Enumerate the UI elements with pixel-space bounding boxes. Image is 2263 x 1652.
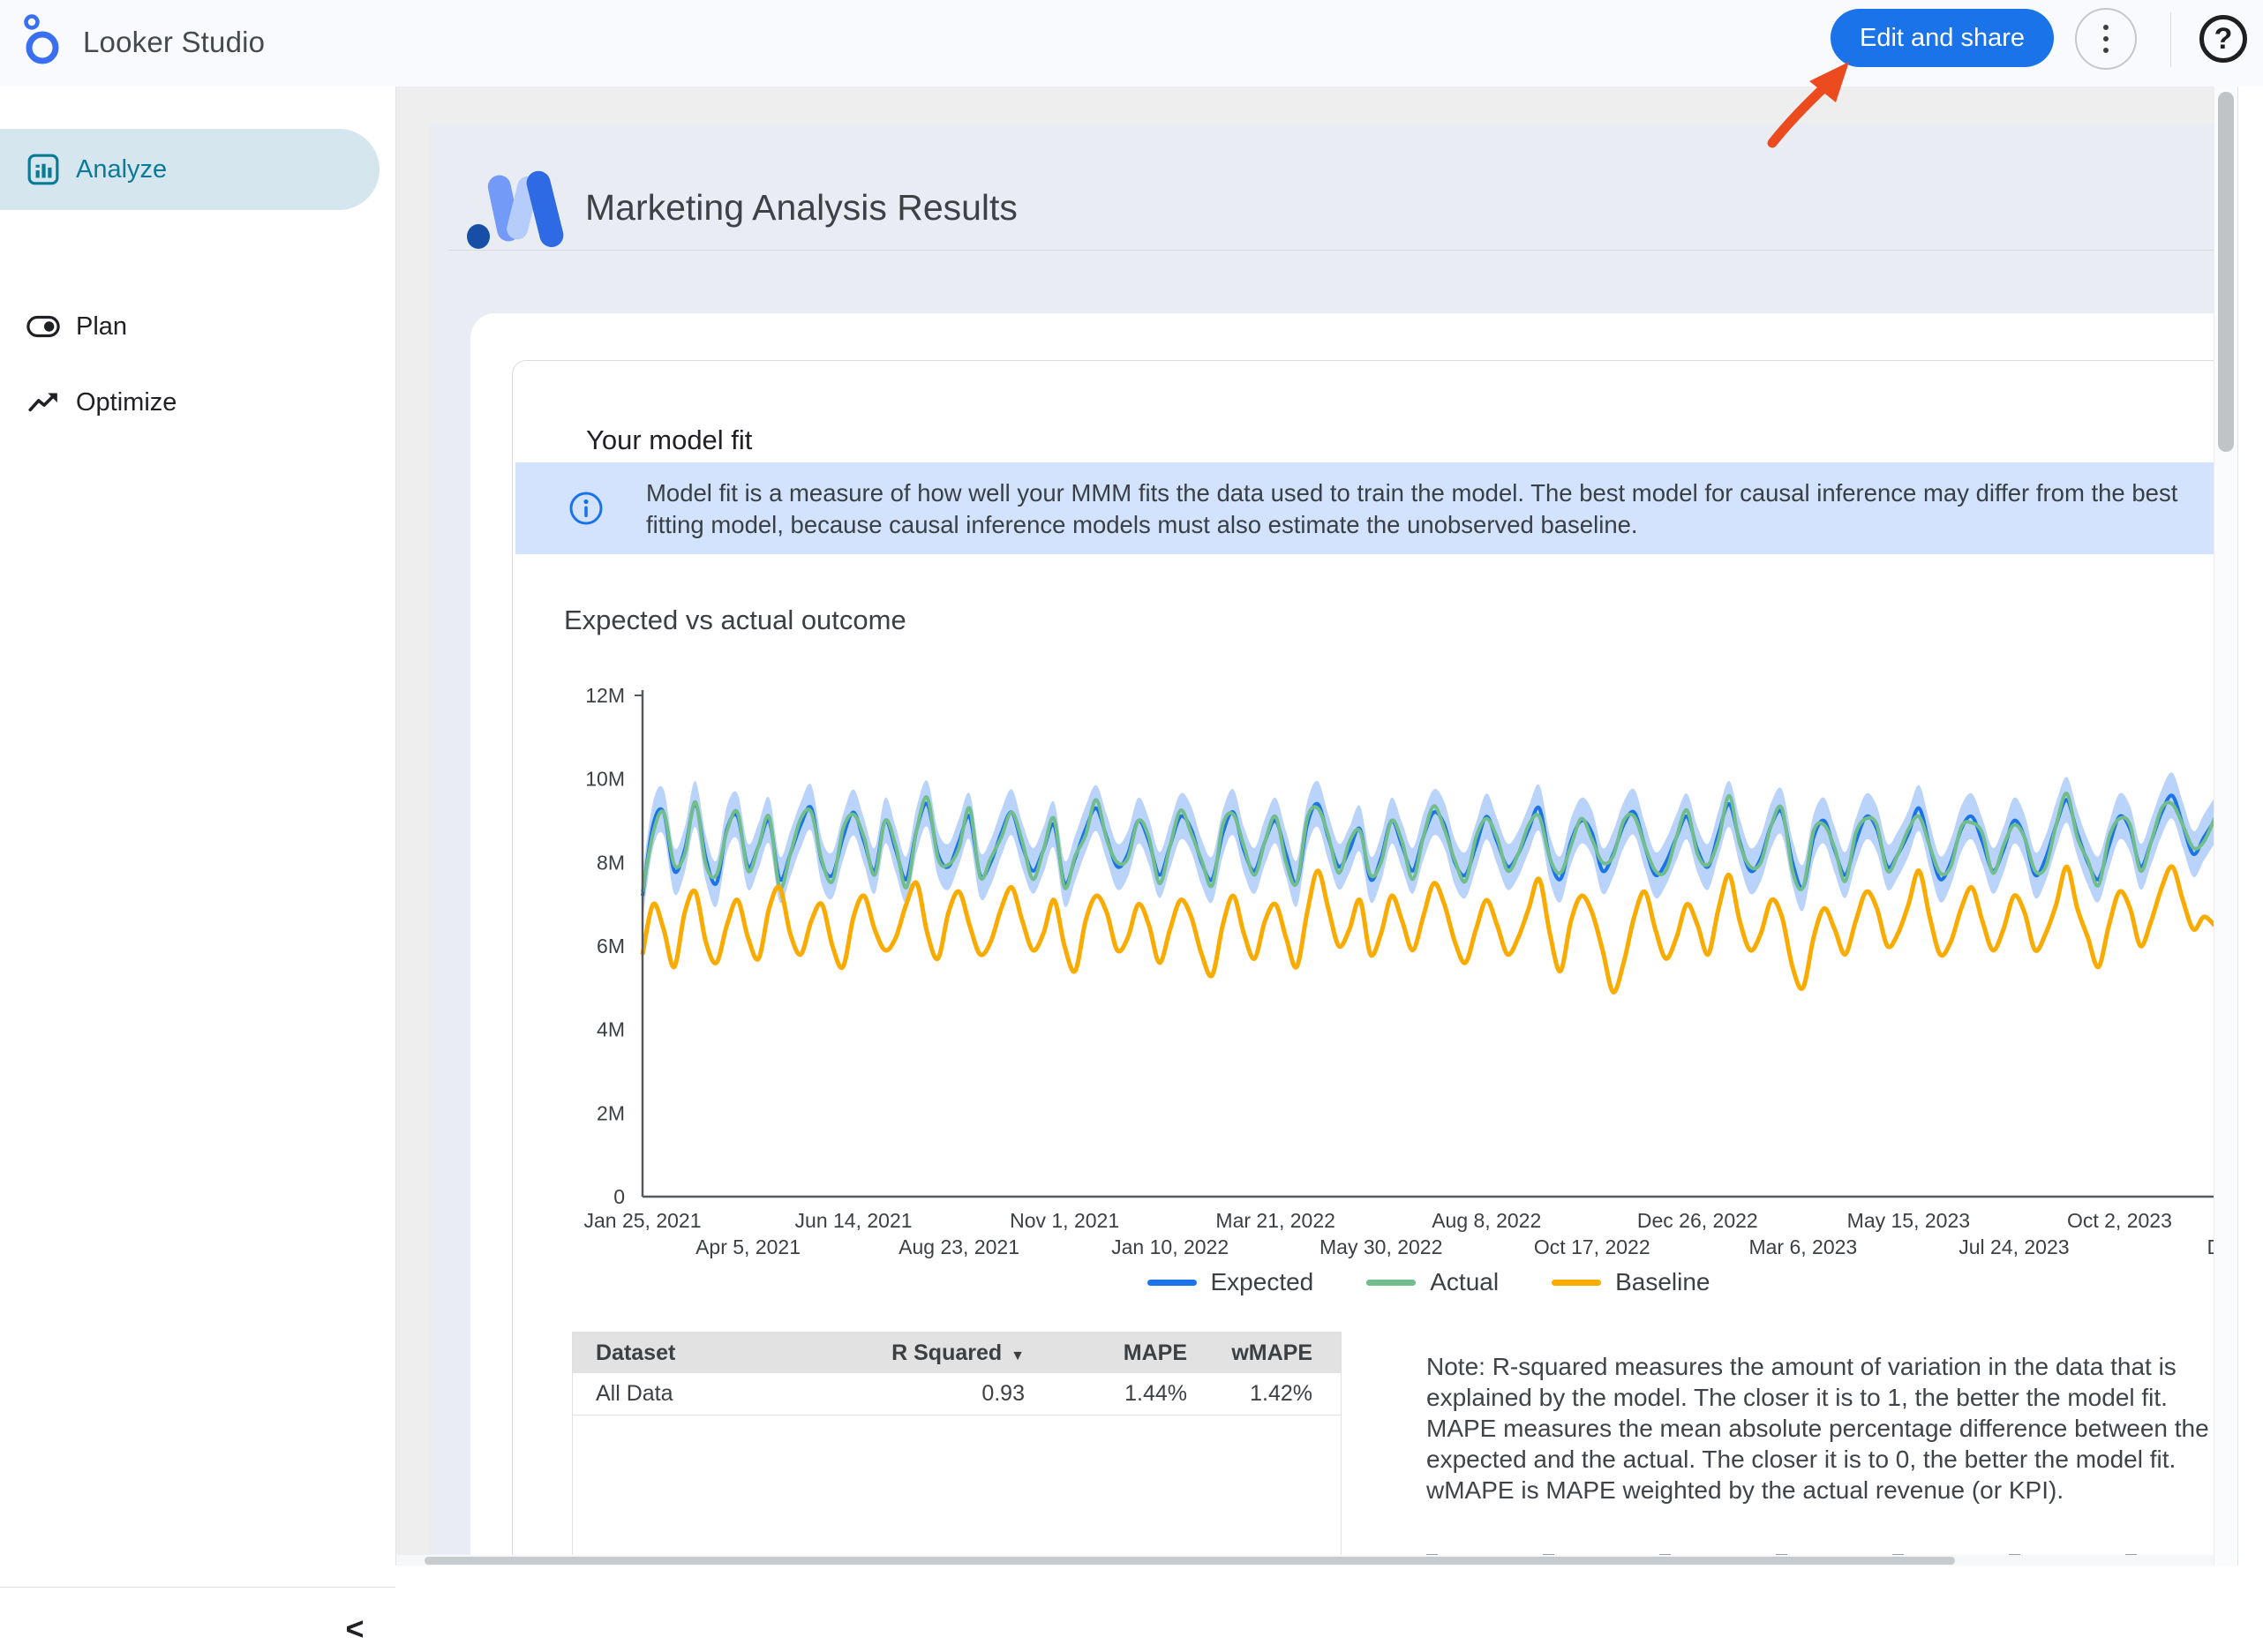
right-edge-strip [2237,86,2263,1566]
more-menu-button[interactable] [2075,8,2137,70]
x-tick-label: Dec 26, 2022 [1637,1209,1758,1232]
sort-descending-icon: ▼ [1011,1348,1025,1363]
x-tick-label: Mar 6, 2023 [1748,1235,1857,1258]
table-row: All Data 0.93 1.44% 1.42% [573,1373,1341,1415]
edit-and-share-button[interactable]: Edit and share [1831,9,2054,67]
y-tick-label: 4M [597,1018,625,1041]
table-header-dataset[interactable]: Dataset [596,1340,676,1365]
sidebar-item-label: Analyze [76,154,168,184]
x-tick-label: Oct 17, 2022 [1534,1235,1650,1258]
model-fit-card: Your model fit Model fit is a measure of… [512,360,2214,1566]
x-tick-label: Jan 10, 2022 [1111,1235,1229,1258]
header-divider [448,250,2214,251]
brand: Looker Studio [19,12,265,71]
x-tick-label: May 30, 2022 [1319,1235,1442,1258]
looker-studio-logo-icon [19,12,64,71]
report-header: Marketing Analysis Results [430,124,2214,251]
y-tick-label: 8M [597,851,625,874]
x-tick-label: Jan 25, 2021 [583,1209,701,1232]
y-tick-label: 12M [585,684,625,707]
meridian-logo-icon [466,168,570,257]
three-dot-icon [2103,25,2109,53]
x-tick-label: Jun 14, 2021 [795,1209,913,1232]
info-banner-text: Model fit is a measure of how well your … [646,479,2178,538]
table-cell: 1.42% [1250,1381,1312,1406]
sidebar-item-label: Optimize [76,387,177,417]
legend-line-swatch-icon [1552,1279,1602,1286]
table-header-row: Dataset R Squared ▼ MAPE wMAPE [573,1333,1341,1373]
main-area: Marketing Analysis Results Your model fi… [395,86,2263,1566]
sidebar-item-analyze[interactable]: Analyze [0,129,380,210]
sidebar-item-label: Plan [76,312,128,341]
app-title: Looker Studio [83,25,266,58]
note-text: Note: R-squared measures the amount of v… [1426,1353,2209,1504]
expected-line [641,793,2214,897]
topbar-divider [2170,12,2171,67]
sidebar-item-plan[interactable]: Plan [0,286,380,367]
collapse-sidebar-button[interactable]: < [332,1606,378,1652]
help-icon: ? [2214,21,2233,56]
table-header-r-squared[interactable]: R Squared ▼ [891,1340,1025,1365]
legend-item-baseline[interactable]: Baseline [1552,1268,1710,1296]
report-page: Marketing Analysis Results Your model fi… [430,124,2214,1566]
table-cell: 1.44% [1124,1381,1187,1406]
x-tick-label: Oct 2, 2023 [2067,1209,2172,1232]
table-cell: 0.93 [981,1381,1025,1406]
y-tick-label: 6M [597,935,625,957]
x-tick-label: Apr 5, 2021 [695,1235,801,1258]
credible-interval-band [643,772,2214,920]
legend-line-swatch-icon [1147,1279,1197,1286]
table-header-mape[interactable]: MAPE [1123,1340,1187,1365]
baseline-line [640,864,2214,995]
actual-line [641,792,2214,892]
table-header-wmape[interactable]: wMAPE [1231,1340,1312,1365]
vertical-scrollbar-track[interactable] [2214,86,2238,1566]
help-button[interactable]: ? [2199,15,2247,63]
y-tick-label: 0 [613,1185,625,1208]
y-tick-label: 10M [585,768,625,791]
chart-legend: Expected Actual Baseline [643,1268,2214,1296]
x-tick-label: Aug 23, 2021 [898,1235,1019,1258]
x-tick-label: Jul 24, 2023 [1959,1235,2069,1258]
legend-label: Expected [1210,1268,1314,1295]
report-section-card: Your model fit Model fit is a measure of… [470,313,2214,1566]
model-fit-table: Dataset R Squared ▼ MAPE wMAPE All Data 0.93 1.… [572,1332,1342,1566]
table-cell: All Data [596,1381,673,1406]
horizontal-scrollbar-thumb[interactable] [425,1557,1955,1565]
sidebar-footer-divider [0,1587,395,1588]
card-title: Your model fit [586,424,753,455]
legend-item-actual[interactable]: Actual [1366,1268,1499,1296]
x-tick-label: May 15, 2023 [1847,1209,1970,1232]
sidebar: Analyze Plan Optimize < [0,86,396,1647]
bar-chart-icon [26,153,60,186]
chart-title: Expected vs actual outcome [564,604,906,635]
horizontal-scrollbar-track[interactable] [396,1555,2214,1566]
vertical-scrollbar-thumb[interactable] [2218,92,2234,452]
info-icon [568,491,604,530]
sidebar-item-optimize[interactable]: Optimize [0,362,380,443]
legend-item-expected[interactable]: Expected [1147,1268,1314,1296]
x-tick-label: Aug 8, 2022 [1432,1209,1541,1232]
x-tick-label: Mar 21, 2022 [1215,1209,1335,1232]
info-banner: Model fit is a measure of how well your … [515,462,2214,554]
trending-up-icon [26,386,60,419]
y-tick-label: 2M [597,1101,625,1124]
legend-line-swatch-icon [1366,1279,1417,1286]
report-title: Marketing Analysis Results [585,187,1018,228]
legend-label: Baseline [1615,1268,1710,1295]
topbar: Looker Studio Edit and share ? [0,0,2263,86]
x-tick-label: Dec [2207,1235,2214,1258]
legend-label: Actual [1430,1268,1500,1295]
toggle-icon [26,310,60,343]
x-tick-label: Nov 1, 2021 [1010,1209,1119,1232]
